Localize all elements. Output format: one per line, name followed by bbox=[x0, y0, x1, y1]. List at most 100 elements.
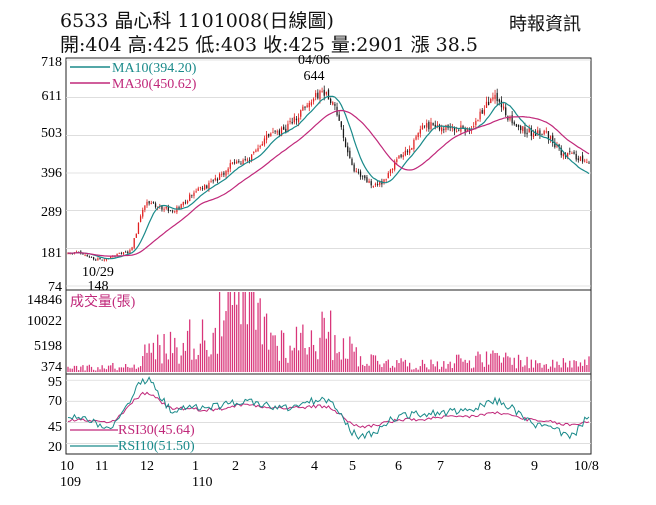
volume-bar bbox=[86, 365, 88, 372]
candle-body bbox=[511, 115, 513, 124]
volume-bar bbox=[182, 342, 184, 372]
candle-body bbox=[195, 191, 197, 193]
candle-body bbox=[368, 181, 370, 183]
candle-body bbox=[214, 178, 216, 180]
candle-body bbox=[558, 144, 560, 147]
month-label-12: 12 bbox=[140, 459, 154, 474]
candle-body bbox=[449, 126, 451, 128]
candle-body bbox=[165, 206, 167, 209]
volume-bar bbox=[498, 355, 500, 372]
candle-body bbox=[206, 185, 208, 189]
candle-body bbox=[362, 175, 364, 177]
candle-body bbox=[233, 162, 236, 164]
candle-body bbox=[238, 161, 240, 163]
volume-bar bbox=[543, 364, 545, 372]
candle-body bbox=[199, 187, 202, 189]
candle-body bbox=[332, 102, 334, 105]
volume-bar bbox=[315, 351, 317, 372]
volume-bar bbox=[526, 356, 528, 372]
candle-body bbox=[135, 233, 137, 238]
volume-bar bbox=[208, 356, 210, 372]
volume-bar bbox=[255, 329, 257, 372]
volume-bar bbox=[475, 355, 477, 372]
candle-body bbox=[274, 130, 276, 132]
volume-bar bbox=[332, 360, 334, 372]
candle-body bbox=[103, 259, 105, 261]
volume-bar bbox=[329, 310, 332, 372]
candle-body bbox=[541, 133, 543, 135]
volume-bar bbox=[473, 367, 475, 372]
volume-bar bbox=[556, 361, 558, 372]
volume-bar bbox=[150, 352, 152, 372]
volume-tick-374: 374 bbox=[41, 360, 62, 375]
rsi10-line bbox=[67, 376, 590, 440]
volume-bar bbox=[125, 364, 127, 372]
candle-body bbox=[347, 146, 349, 153]
candle-body bbox=[430, 122, 432, 129]
volume-bar bbox=[490, 353, 492, 372]
candle-body bbox=[308, 103, 310, 108]
volume-bar bbox=[214, 327, 216, 372]
candle-body bbox=[353, 164, 355, 172]
volume-bar bbox=[370, 354, 372, 372]
volume-bar bbox=[409, 362, 411, 372]
volume-bar bbox=[468, 360, 471, 372]
volume-bar bbox=[107, 365, 110, 372]
candle-body bbox=[505, 107, 507, 116]
candle-body bbox=[473, 126, 475, 128]
volume-bar bbox=[402, 361, 404, 372]
candle-body bbox=[509, 116, 511, 120]
candle-body bbox=[118, 252, 120, 254]
volume-bar bbox=[176, 347, 178, 372]
volume-bar bbox=[528, 368, 530, 372]
candle-body bbox=[265, 134, 268, 140]
volume-bar bbox=[120, 367, 123, 372]
volume-bar bbox=[577, 366, 579, 372]
volume-bar bbox=[212, 332, 214, 372]
candle-body bbox=[344, 138, 347, 148]
candle-body bbox=[67, 253, 69, 255]
candle-body bbox=[253, 151, 255, 154]
volume-title: 成交量(張) bbox=[70, 293, 136, 310]
candle-body bbox=[317, 92, 319, 99]
candle-body bbox=[338, 114, 340, 121]
volume-bar bbox=[99, 369, 101, 372]
candle-body bbox=[120, 252, 123, 254]
candle-body bbox=[340, 121, 342, 128]
volume-bar bbox=[321, 311, 323, 372]
candle-body bbox=[389, 169, 392, 173]
volume-bar bbox=[383, 363, 385, 372]
volume-bar bbox=[75, 365, 78, 372]
price-tick-74: 74 bbox=[48, 280, 62, 295]
candle-body bbox=[218, 173, 221, 180]
candle-body bbox=[515, 124, 518, 127]
volume-bar bbox=[584, 359, 586, 372]
volume-bar bbox=[157, 334, 159, 372]
volume-bar bbox=[84, 370, 86, 372]
volume-bar bbox=[253, 292, 255, 372]
candle-body bbox=[201, 188, 204, 190]
candle-body bbox=[351, 158, 353, 166]
candle-body bbox=[171, 210, 174, 212]
candle-body bbox=[554, 142, 556, 148]
volume-bar bbox=[69, 368, 71, 372]
volume-bar bbox=[180, 355, 182, 372]
candle-body bbox=[82, 253, 84, 255]
volume-bar bbox=[195, 359, 197, 372]
volume-bar bbox=[353, 351, 355, 372]
candle-body bbox=[355, 170, 357, 172]
volume-bar bbox=[325, 338, 328, 372]
rsi30-line bbox=[67, 391, 590, 429]
volume-bar bbox=[105, 369, 108, 372]
volume-bar bbox=[423, 363, 426, 372]
volume-bar bbox=[133, 364, 135, 372]
volume-bar bbox=[494, 353, 496, 372]
volume-bar bbox=[374, 355, 377, 372]
candle-body bbox=[488, 101, 490, 105]
candle-body bbox=[411, 147, 413, 150]
volume-bar bbox=[171, 353, 174, 372]
candle-body bbox=[441, 127, 443, 132]
candle-body bbox=[125, 251, 127, 253]
candle-body bbox=[210, 181, 212, 183]
candle-body bbox=[481, 110, 483, 114]
